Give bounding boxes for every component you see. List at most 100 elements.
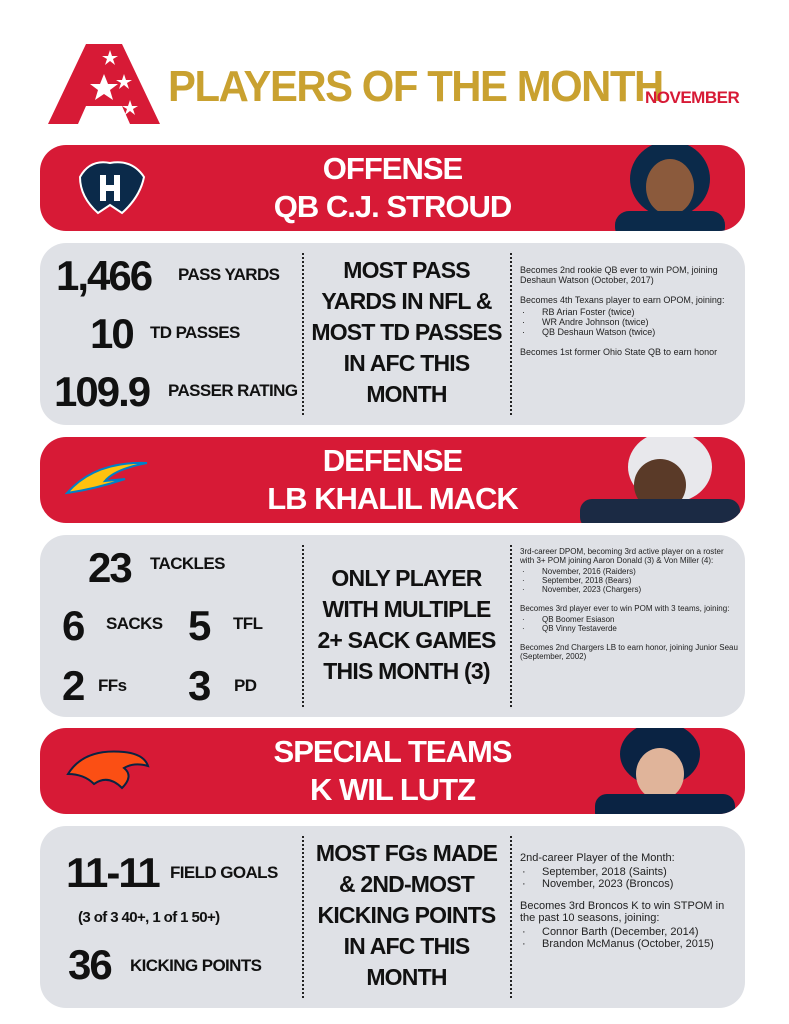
- highlight-line: WITH MULTIPLE: [322, 596, 491, 622]
- month: NOVEMBER: [645, 88, 740, 107]
- stat-label: PASS YARDS: [178, 265, 280, 284]
- stats-panel: 23 TACKLES 6 SACKS 5 TFL 2 FFs 3 PD ONLY…: [40, 535, 745, 717]
- note-list: November, 2016 (Raiders)September, 2018 …: [520, 567, 738, 594]
- note-bullet: QB Boomer Esiason: [520, 615, 738, 624]
- highlight-line: YARDS IN NFL &: [321, 288, 492, 314]
- team-logo: [78, 161, 146, 215]
- highlight-line: IN AFC THIS: [343, 933, 471, 959]
- note: 3rd-career DPOM, becoming 3rd active pla…: [520, 547, 738, 594]
- team-logo: [65, 461, 148, 495]
- highlight: ONLY PLAYER WITH MULTIPLE 2+ SACK GAMES THI…: [303, 563, 510, 687]
- stat-value: 11-11: [66, 849, 161, 896]
- highlight-line: IN AFC THIS: [343, 350, 471, 376]
- section-banner: OFFENSE QB C.J. STROUD: [40, 145, 745, 231]
- stat-value: 10: [90, 310, 135, 357]
- highlight: MOST PASS YARDS IN NFL & MOST TD PASSES IN …: [303, 255, 510, 410]
- note: Becomes 4th Texans player to earn OPOM, …: [520, 295, 738, 337]
- stat-value: 2: [62, 662, 85, 709]
- note-text: Becomes 4th Texans player to earn OPOM, …: [520, 295, 725, 305]
- note-bullet: September, 2018 (Saints): [520, 866, 738, 878]
- note-list: RB Arian Foster (twice)WR Andre Johnson …: [520, 307, 738, 337]
- team-logo: [66, 750, 150, 790]
- stat-label: PASSER RATING: [168, 381, 298, 400]
- note-text: 2nd-career Player of the Month:: [520, 852, 675, 864]
- unit: SPECIAL TEAMS: [273, 734, 513, 769]
- highlight-line: & 2ND-MOST: [338, 871, 475, 897]
- highlight-line: MONTH: [366, 964, 447, 990]
- stat-label: PD: [234, 676, 257, 695]
- player-photo: [595, 728, 735, 814]
- unit: OFFENSE: [322, 151, 463, 186]
- notes: 3rd-career DPOM, becoming 3rd active pla…: [520, 547, 738, 671]
- stat-value: 109.9: [54, 368, 151, 415]
- note-list: September, 2018 (Saints)November, 2023 (…: [520, 866, 738, 890]
- note-text: Becomes 2nd rookie QB ever to win POM, j…: [520, 265, 718, 285]
- stats-panel: 1,466 PASS YARDS 10 TD PASSES 109.9 PASS…: [40, 243, 745, 425]
- stat-label: FIELD GOALS: [170, 863, 278, 882]
- stat-label: TFL: [233, 614, 263, 633]
- player: QB C.J. STROUD: [273, 189, 512, 224]
- note: Becomes 3rd player ever to win POM with …: [520, 604, 738, 633]
- note-bullet: September, 2018 (Bears): [520, 576, 738, 585]
- highlight-line: ONLY PLAYER: [331, 565, 482, 591]
- note-list: Connor Barth (December, 2014)Brandon McM…: [520, 926, 738, 950]
- note: 2nd-career Player of the Month: September…: [520, 852, 738, 890]
- stat-value: 3: [188, 662, 211, 709]
- page-title: PLAYERS OF THE MONTH: [168, 62, 664, 111]
- highlight: MOST FGs MADE & 2ND-MOST KICKING POINTS IN …: [303, 838, 510, 993]
- stat-label: TD PASSES: [150, 323, 240, 342]
- player-photo: [615, 145, 725, 231]
- note-text: Becomes 1st former Ohio State QB to earn…: [520, 347, 718, 357]
- note: Becomes 2nd Chargers LB to earn honor, j…: [520, 643, 738, 661]
- note-bullet: QB Vinny Testaverde: [520, 624, 738, 633]
- note-bullet: November, 2016 (Raiders): [520, 567, 738, 576]
- note-bullet: QB Deshaun Watson (twice): [520, 327, 738, 337]
- stat-label: KICKING POINTS: [130, 956, 262, 975]
- unit: DEFENSE: [322, 443, 463, 478]
- highlight-line: KICKING POINTS: [317, 902, 497, 928]
- stat-label: FFs: [98, 676, 127, 695]
- note: Becomes 3rd Broncos K to win STPOM in th…: [520, 900, 738, 950]
- divider: [302, 545, 304, 707]
- section-banner: SPECIAL TEAMS K WIL LUTZ: [40, 728, 745, 814]
- stat-value: 5: [188, 602, 211, 649]
- note-text: Becomes 3rd Broncos K to win STPOM in th…: [520, 900, 725, 924]
- player-photo: [580, 437, 740, 523]
- divider: [510, 253, 512, 415]
- note-text: Becomes 2nd Chargers LB to earn honor, j…: [520, 643, 738, 661]
- note: Becomes 2nd rookie QB ever to win POM, j…: [520, 265, 738, 285]
- stat-value: 6: [62, 602, 85, 649]
- note-text: Becomes 3rd player ever to win POM with …: [520, 604, 730, 613]
- note-bullet: Connor Barth (December, 2014): [520, 926, 738, 938]
- divider: [302, 836, 304, 998]
- note-bullet: Brandon McManus (October, 2015): [520, 938, 738, 950]
- notes: Becomes 2nd rookie QB ever to win POM, j…: [520, 265, 738, 367]
- divider: [510, 545, 512, 707]
- highlight-line: MOST FGs MADE: [315, 840, 498, 866]
- note-bullet: RB Arian Foster (twice): [520, 307, 738, 317]
- afc-logo: [48, 44, 160, 124]
- stats-panel: 11-11 FIELD GOALS (3 of 3 40+, 1 of 1 50…: [40, 826, 745, 1008]
- note: Becomes 1st former Ohio State QB to earn…: [520, 347, 738, 357]
- note-bullet: WR Andre Johnson (twice): [520, 317, 738, 327]
- highlight-line: 2+ SACK GAMES: [317, 627, 496, 653]
- player: LB KHALIL MACK: [267, 481, 519, 516]
- highlight-line: MOST PASS: [343, 257, 470, 283]
- note-list: QB Boomer EsiasonQB Vinny Testaverde: [520, 615, 738, 633]
- divider: [510, 836, 512, 998]
- section-banner: DEFENSE LB KHALIL MACK: [40, 437, 745, 523]
- stat-label: TACKLES: [150, 554, 225, 573]
- note-bullet: November, 2023 (Chargers): [520, 585, 738, 594]
- stat-detail: (3 of 3 40+, 1 of 1 50+): [78, 909, 220, 926]
- notes: 2nd-career Player of the Month: September…: [520, 852, 738, 960]
- stat-value: 23: [88, 544, 133, 591]
- highlight-line: MOST TD PASSES: [311, 319, 502, 345]
- divider: [302, 253, 304, 415]
- highlight-line: THIS MONTH (3): [323, 658, 490, 684]
- note-bullet: November, 2023 (Broncos): [520, 878, 738, 890]
- stat-label: SACKS: [106, 614, 163, 633]
- stat-value: 1,466: [56, 252, 153, 299]
- stat-value: 36: [68, 941, 113, 988]
- player: K WIL LUTZ: [309, 772, 476, 807]
